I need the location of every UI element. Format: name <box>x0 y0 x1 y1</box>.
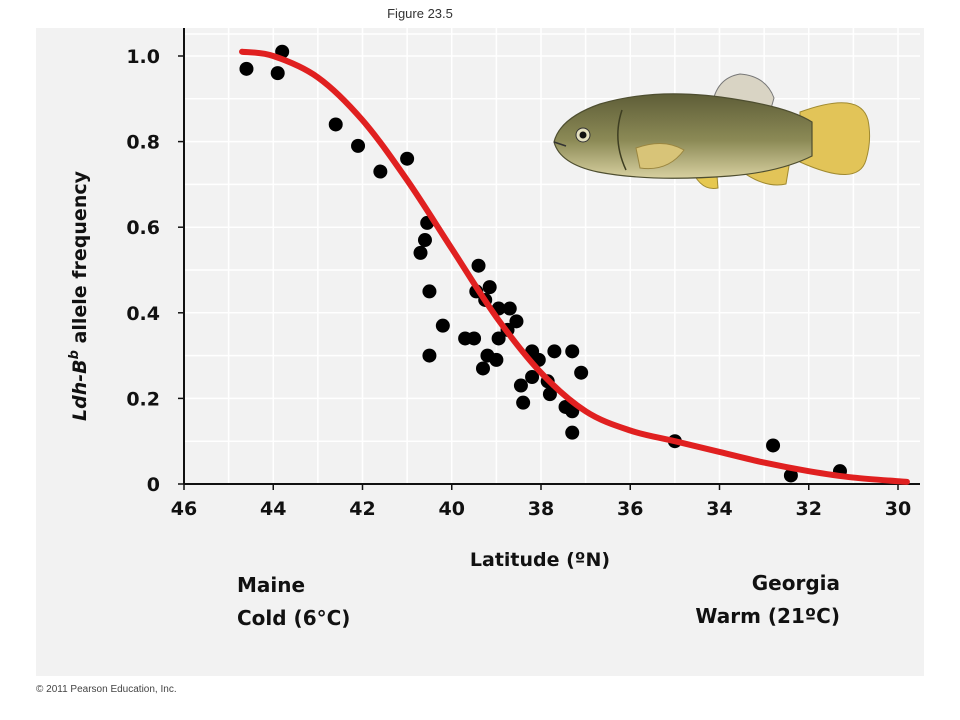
data-point <box>422 348 437 363</box>
x-tick-label: 38 <box>528 498 554 520</box>
y-tick-label: 0 <box>147 474 160 496</box>
data-point <box>547 344 562 359</box>
data-point <box>413 245 428 260</box>
y-tick-labels: 0 0.2 0.4 0.6 0.8 1.0 <box>126 46 160 496</box>
x-tick-label: 40 <box>439 498 465 520</box>
data-point <box>475 361 490 376</box>
axes <box>178 28 920 490</box>
georgia-temperature: Warm (21ºC) <box>695 604 840 628</box>
y-tick-label: 1.0 <box>126 46 160 68</box>
data-point <box>328 117 343 132</box>
fish-illustration <box>553 73 871 190</box>
data-point <box>467 331 482 346</box>
y-tick-label: 0.4 <box>126 303 160 325</box>
data-point <box>489 352 504 367</box>
georgia-annotation: Georgia Warm (21ºC) <box>695 567 840 633</box>
x-tick-label: 44 <box>260 498 286 520</box>
data-point <box>513 378 528 393</box>
y-tick-label: 0.2 <box>126 388 160 410</box>
x-tick-label: 42 <box>349 498 375 520</box>
data-point <box>509 314 524 329</box>
y-axis-label-sup: b <box>67 350 82 359</box>
data-point <box>435 318 450 333</box>
data-point <box>482 280 497 295</box>
data-point <box>417 233 432 248</box>
data-point <box>525 370 540 384</box>
data-point <box>542 387 557 402</box>
data-point <box>491 331 506 346</box>
y-tick-label: 0.8 <box>126 132 160 154</box>
maine-annotation: Maine Cold (6°C) <box>237 569 350 635</box>
y-tick-label: 0.6 <box>126 217 160 239</box>
x-tick-label: 36 <box>617 498 643 520</box>
grid <box>183 28 920 485</box>
data-point <box>502 301 517 316</box>
figure-label: Figure 23.5 <box>387 6 453 21</box>
x-axis-label: Latitude (ºN) <box>470 549 610 571</box>
data-point <box>565 425 580 440</box>
data-point <box>400 151 415 166</box>
data-point <box>373 164 388 179</box>
x-tick-label: 30 <box>885 498 911 520</box>
data-point <box>471 258 486 273</box>
georgia-label: Georgia <box>751 571 840 595</box>
x-tick-label: 32 <box>796 498 822 520</box>
copyright-notice: © 2011 Pearson Education, Inc. <box>36 684 177 695</box>
fit-curve <box>239 48 910 485</box>
y-axis-label-rest: allele frequency <box>69 170 91 350</box>
data-point <box>422 284 437 299</box>
data-point <box>270 66 285 81</box>
maine-label: Maine <box>237 573 306 597</box>
data-point <box>351 138 366 153</box>
x-tick-label: 46 <box>171 498 197 520</box>
data-point <box>565 344 580 359</box>
data-point <box>239 61 254 76</box>
data-point <box>766 438 781 453</box>
x-tick-label: 34 <box>706 498 732 520</box>
maine-temperature: Cold (6°C) <box>237 606 351 630</box>
y-axis-label-main: Ldh-B <box>69 359 91 421</box>
x-tick-labels: 46 44 42 40 38 36 34 32 30 <box>171 498 911 520</box>
y-axis-label: Ldh-Bb allele frequency <box>67 170 91 421</box>
data-point <box>516 395 531 410</box>
data-point <box>574 365 589 380</box>
data-point <box>783 468 798 483</box>
